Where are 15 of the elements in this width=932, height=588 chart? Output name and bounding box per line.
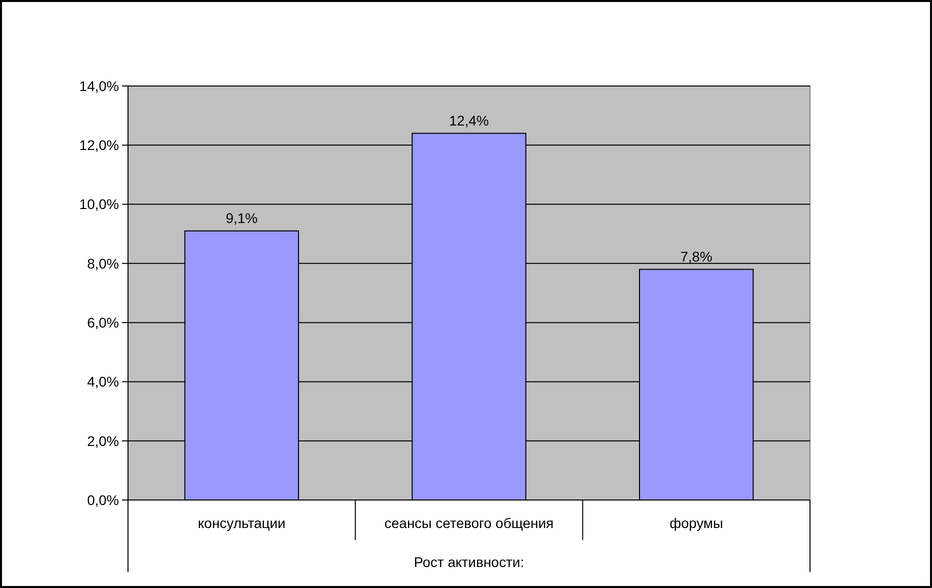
y-tick-label: 2,0%	[87, 432, 119, 449]
x-axis-title: Рост активности:	[414, 554, 524, 570]
y-tick-label: 4,0%	[87, 374, 119, 390]
y-tick-label: 12,0%	[79, 137, 119, 154]
y-tick-label: 6,0%	[87, 314, 119, 330]
y-tick-label: 8,0%	[87, 255, 119, 272]
x-tick-label: сеансы сетевого общения	[384, 514, 554, 531]
data-label: 7,8%	[680, 248, 712, 264]
data-label: 9,1%	[226, 210, 258, 226]
y-tick-label: 10,0%	[79, 196, 119, 212]
data-label: 12,4%	[449, 112, 489, 128]
y-tick-label: 0,0%	[87, 492, 119, 508]
y-tick-label: 14,0%	[79, 78, 119, 94]
x-tick-label: консультации	[198, 514, 286, 531]
x-tick-label: форумы	[670, 514, 724, 531]
